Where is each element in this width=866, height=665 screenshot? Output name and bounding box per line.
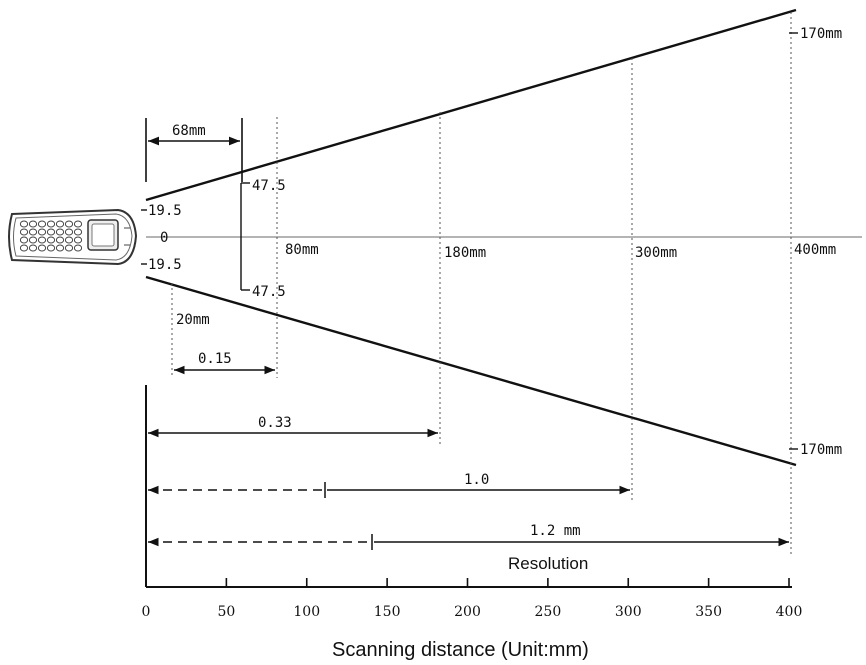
- offset-68mm-dimension: [145, 118, 243, 182]
- resolution-range-1-2: [148, 534, 789, 550]
- width-top-170mm-label: 170mm: [800, 26, 842, 42]
- x-axis-title: Scanning distance (Unit:mm): [332, 639, 589, 661]
- resolution-title: Resolution: [508, 554, 588, 573]
- x-axis-tick-label: 200: [454, 604, 481, 620]
- aperture-ticks: [141, 209, 147, 265]
- x-axis-tick-label: 350: [695, 604, 722, 620]
- aperture-bottom-19-5-label: 19.5: [148, 257, 182, 273]
- distance-80mm-label: 80mm: [285, 242, 319, 258]
- aperture-zero-label: 0: [160, 230, 168, 246]
- resolution-range-1-0: [148, 482, 630, 498]
- distance-400mm-label: 400mm: [794, 242, 836, 258]
- resolution-0-33-label: 0.33: [258, 415, 292, 431]
- x-axis-tick-label: 400: [776, 604, 803, 620]
- x-axis-tick-label: 150: [374, 604, 401, 620]
- resolution-1-0-label: 1.0: [464, 472, 489, 488]
- aperture-top-19-5-label: 19.5: [148, 203, 182, 219]
- width-bottom-170mm-label: 170mm: [800, 442, 842, 458]
- width-47-5-bracket: [240, 182, 250, 291]
- distance-20mm-label: 20mm: [176, 312, 210, 328]
- scan-field-lower-edge: [145, 275, 797, 467]
- handheld-scanner-icon: [8, 208, 138, 266]
- distance-180mm-label: 180mm: [444, 245, 486, 261]
- x-axis-tick-label: 250: [535, 604, 562, 620]
- resolution-1-2mm-label: 1.2 mm: [530, 523, 581, 539]
- x-axis-tick-label: 100: [293, 604, 320, 620]
- x-axis-tick-label: 0: [142, 604, 151, 620]
- x-axis-ticks: 0 50 100 150 200 250 300 350 400: [142, 578, 803, 620]
- scan-field-upper-edge: [145, 8, 797, 202]
- distance-300mm-label: 300mm: [635, 245, 677, 261]
- width-top-47-5-label: 47.5: [252, 178, 286, 194]
- offset-68mm-label: 68mm: [172, 123, 206, 139]
- x-axis-tick-label: 50: [217, 604, 235, 620]
- resolution-0-15-label: 0.15: [198, 351, 232, 367]
- x-axis-tick-label: 300: [615, 604, 642, 620]
- width-bottom-47-5-label: 47.5: [252, 284, 286, 300]
